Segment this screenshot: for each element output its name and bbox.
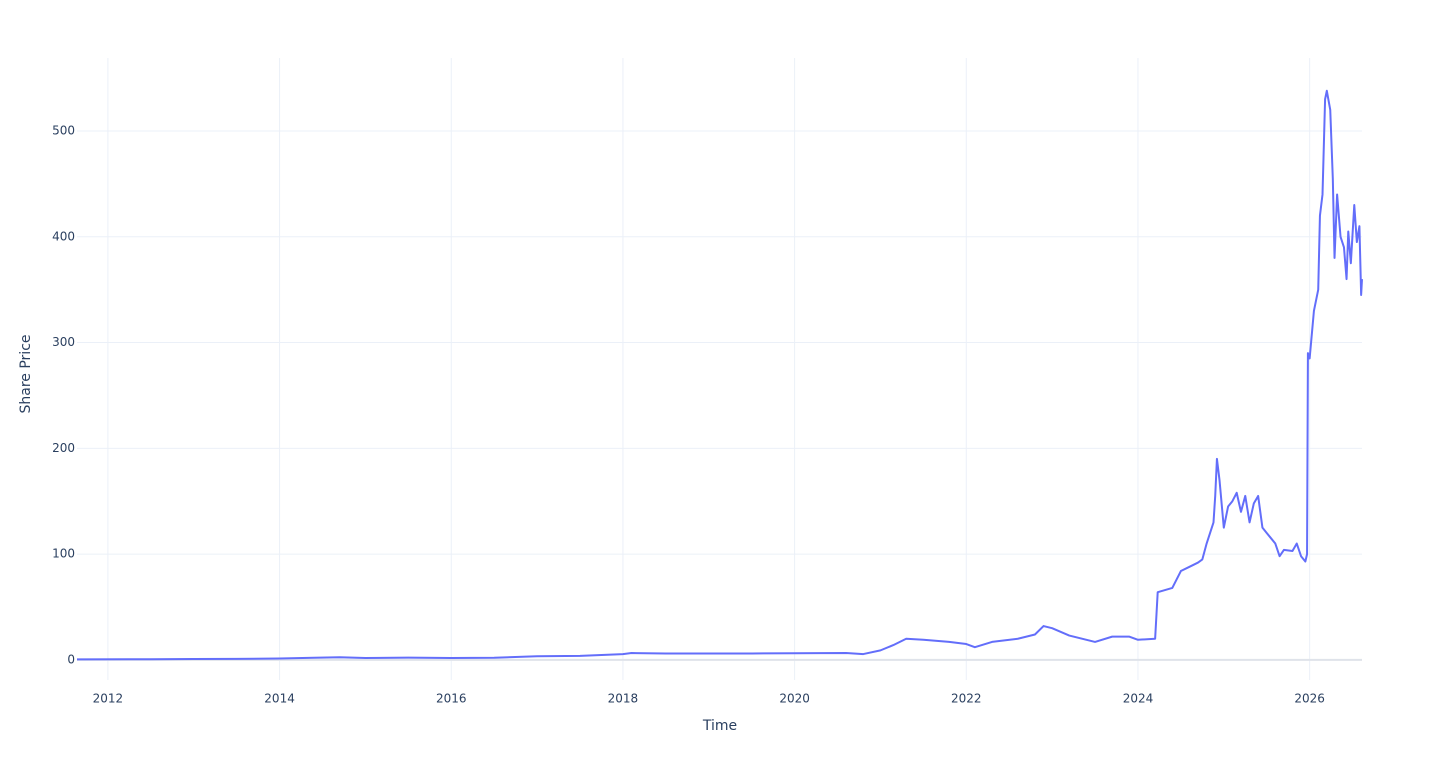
y-tick-label: 0 bbox=[67, 652, 75, 666]
y-tick-label: 400 bbox=[52, 229, 75, 243]
y-tick-label: 100 bbox=[52, 547, 75, 561]
x-tick-label: 2016 bbox=[436, 692, 467, 706]
x-tick-label: 2012 bbox=[93, 692, 124, 706]
y-axis-title: Share Price bbox=[18, 334, 34, 413]
x-axis-title: Time bbox=[702, 718, 737, 734]
x-tick-label: 2018 bbox=[608, 692, 639, 706]
y-tick-label: 300 bbox=[52, 335, 75, 349]
data-line bbox=[76, 89, 1363, 661]
x-tick-label: 2014 bbox=[264, 692, 295, 706]
x-tick-label: 2026 bbox=[1294, 692, 1325, 706]
y-tick-label: 500 bbox=[52, 123, 75, 137]
x-tick-label: 2024 bbox=[1123, 692, 1154, 706]
y-tick-label: 200 bbox=[52, 441, 75, 455]
x-tick-label: 2020 bbox=[779, 692, 810, 706]
x-tick-label: 2022 bbox=[951, 692, 982, 706]
